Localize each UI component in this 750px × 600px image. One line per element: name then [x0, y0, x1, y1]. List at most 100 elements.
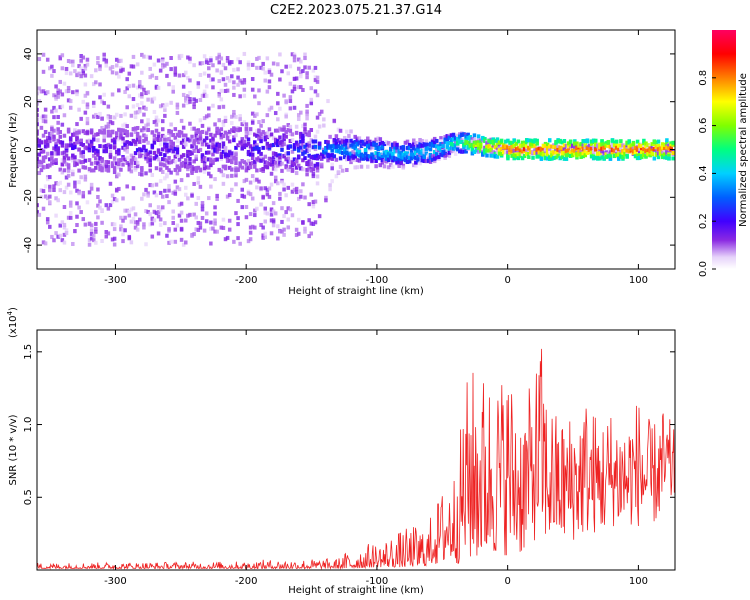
spectrogram-cell	[269, 212, 274, 217]
spectrogram-cell	[129, 207, 134, 212]
spectrogram-cell	[167, 155, 171, 160]
snr-y-ticks: 0.51.01.5	[23, 344, 675, 505]
spectrogram-cell	[533, 143, 537, 148]
spectrogram-cell	[265, 135, 270, 140]
spectrogram-cell	[589, 154, 594, 159]
spectrogram-cell	[242, 51, 247, 56]
spectrogram-cell	[529, 150, 533, 155]
spectrogram-cell	[334, 134, 339, 139]
spectrogram-cell	[50, 109, 54, 114]
spectrogram-cell	[470, 151, 475, 156]
spectrogram-cell	[416, 154, 420, 159]
spectrogram-cell	[186, 165, 190, 170]
spectrogram-cell	[443, 155, 447, 160]
spectrogram-cell	[54, 84, 58, 89]
spectrogram-cell	[395, 160, 399, 165]
snr-y-multiplier: (x104)	[6, 307, 19, 338]
spectrogram-cell	[52, 105, 56, 110]
spectrogram-cell	[543, 147, 548, 152]
spectrogram-cell	[62, 222, 67, 227]
spectrogram-cell	[267, 156, 272, 161]
spectrogram-cell	[234, 145, 238, 150]
spectrogram-cell	[171, 215, 175, 220]
spectrogram-cell	[368, 143, 372, 148]
spectrogram-y-label: Frequency (Hz)	[8, 112, 19, 188]
spectrogram-cell	[328, 187, 332, 192]
spectrogram-cell	[158, 190, 163, 195]
spectrogram-cell	[435, 138, 439, 143]
spectrogram-cell	[246, 66, 251, 71]
spectrogram-cell	[104, 143, 109, 148]
spectrogram-cell	[54, 108, 58, 113]
spectrogram-cell	[238, 114, 242, 119]
spectrogram-cell	[414, 150, 418, 155]
spectrogram-cell	[246, 166, 251, 171]
spectrogram-cell	[257, 146, 261, 151]
spectrogram-cell	[309, 192, 314, 197]
spectrogram-cell	[227, 193, 232, 198]
spectrogram-cell	[94, 221, 98, 226]
spectrogram-cell	[184, 142, 188, 147]
spectrogram-cell	[587, 147, 592, 152]
spectrogram-cell	[110, 161, 115, 166]
spectrogram-cell	[313, 144, 318, 149]
spectrogram-cell	[56, 148, 60, 153]
spectrogram-cell	[271, 159, 276, 164]
spectrogram-cell	[85, 105, 90, 110]
spectrogram-cell	[529, 142, 533, 147]
spectrogram-cell	[650, 142, 654, 147]
spectrogram-cell	[472, 133, 477, 138]
spectrogram-cell	[98, 205, 102, 210]
spectrogram-cell	[45, 135, 50, 140]
spectrogram-cell	[290, 167, 295, 172]
spectrogram-cell	[75, 161, 79, 166]
spectrogram-cell	[52, 137, 56, 142]
spectrogram-cell	[307, 159, 311, 164]
spectrogram-cell	[186, 137, 190, 142]
spectrogram-cell	[244, 177, 249, 182]
spectrogram-cell	[414, 163, 418, 168]
x-tick-label: -200	[235, 576, 258, 587]
spectrogram-cell	[382, 158, 387, 163]
spectrogram-cell	[106, 122, 111, 127]
spectrogram-cell	[449, 137, 454, 142]
spectrogram-cell	[71, 90, 75, 95]
spectrogram-cell	[81, 154, 86, 159]
spectrogram-cell	[223, 152, 228, 157]
spectrogram-cell	[98, 82, 102, 87]
spectrogram-cell	[510, 141, 514, 146]
spectrogram-cell	[269, 132, 274, 137]
spectrogram-cell	[66, 98, 71, 103]
spectrogram-cell	[209, 220, 213, 225]
spectrogram-cell	[506, 150, 510, 155]
spectrogram-cell	[619, 139, 623, 144]
spectrogram-cell	[248, 237, 253, 242]
spectrogram-cell	[420, 151, 424, 156]
spectrogram-cell	[219, 127, 224, 132]
spectrogram-cell	[133, 151, 138, 156]
spectrogram-cell	[412, 142, 416, 147]
spectrogram-cell	[225, 194, 230, 199]
spectrogram-cell	[219, 154, 224, 159]
spectrogram-cell	[299, 145, 303, 150]
spectrogram-cell	[644, 154, 648, 159]
spectrogram-cell	[77, 191, 81, 196]
spectrogram-cell	[140, 92, 144, 97]
spectrogram-cell	[271, 155, 276, 160]
spectrogram-cell	[309, 101, 314, 106]
x-tick-label: -300	[104, 576, 127, 587]
spectrogram-cell	[401, 152, 406, 157]
spectrogram-cell	[146, 128, 150, 133]
spectrogram-cell	[313, 139, 318, 144]
spectrogram-cell	[100, 220, 104, 225]
spectrogram-cell	[449, 133, 454, 138]
spectrogram-cell	[290, 149, 295, 154]
spectrogram-cell	[255, 133, 259, 138]
spectrogram-cell	[171, 159, 175, 164]
spectrogram-cell	[58, 134, 63, 139]
spectrogram-cell	[617, 156, 621, 161]
spectrogram-cell	[299, 85, 303, 90]
spectrogram-cell	[263, 137, 268, 142]
spectrogram-cell	[347, 133, 351, 138]
spectrogram-cell	[211, 148, 215, 153]
